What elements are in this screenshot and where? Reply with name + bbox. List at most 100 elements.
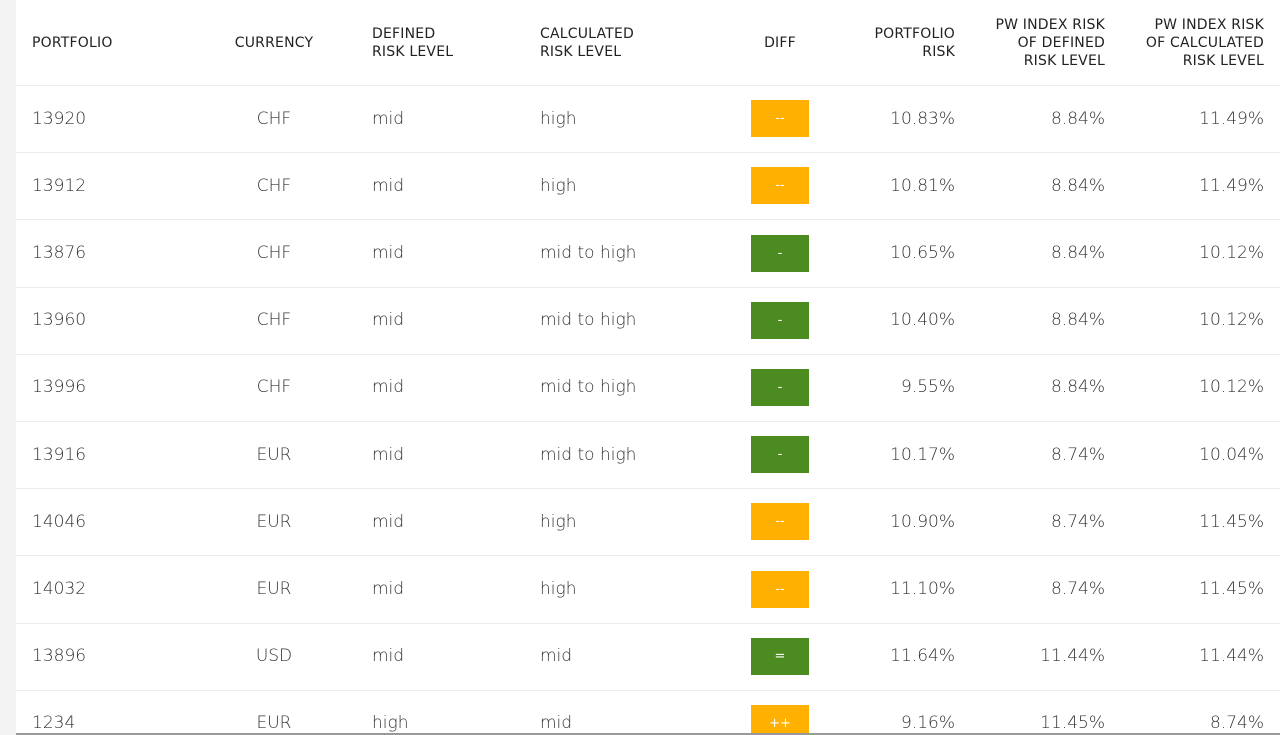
table-cell: 11.44% <box>1040 646 1105 667</box>
table-cell: EUR <box>256 511 292 532</box>
table-cell: 11.64% <box>890 646 955 667</box>
table-cell: 13996 <box>32 377 87 398</box>
table-cell: 13896 <box>32 646 87 667</box>
table-cell: 10.65% <box>890 243 955 263</box>
table-cell: 11.45% <box>1199 511 1264 532</box>
column-header: PORTFOLIO <box>874 26 955 42</box>
row-divider <box>16 555 1280 557</box>
row-divider <box>16 622 1280 624</box>
column-header: OF DEFINED <box>1017 35 1105 51</box>
table-cell: 13912 <box>32 175 87 196</box>
table-cell: 13920 <box>32 108 87 129</box>
table-cell: 11.49% <box>1199 175 1264 196</box>
table-cell: high <box>540 579 577 599</box>
column-header: CALCULATED <box>540 26 634 42</box>
column-header: RISK LEVEL <box>540 44 622 60</box>
table-cell: mid <box>540 646 573 667</box>
table-cell: 10.17% <box>890 444 955 465</box>
table-cell: CHF <box>256 108 292 129</box>
diff-badge: -- <box>751 503 809 541</box>
table-cell: 10.12% <box>1199 377 1264 398</box>
table-cell: 8.84% <box>1050 175 1105 196</box>
diff-badge: -- <box>751 570 809 608</box>
table-cell: 1234 <box>32 713 76 734</box>
table-cell: 8.84% <box>1050 243 1105 263</box>
table-cell: mid <box>372 579 405 599</box>
table-cell: 11.44% <box>1199 646 1264 667</box>
table-cell: 10.12% <box>1199 310 1264 331</box>
table-cell: 10.12% <box>1199 243 1264 263</box>
diff-badge: - <box>751 301 809 339</box>
row-divider <box>16 219 1280 221</box>
table-cell: 10.04% <box>1199 444 1264 465</box>
diff-badge: - <box>751 436 809 474</box>
table-cell: 14046 <box>32 511 87 532</box>
table-cell: 8.74% <box>1050 579 1105 599</box>
column-header: OF CALCULATED <box>1145 35 1264 51</box>
table-cell: mid <box>372 511 405 532</box>
table-cell: 13876 <box>32 243 87 263</box>
row-divider <box>16 488 1280 490</box>
table: PORTFOLIO CURRENCY DEFINED RISK LEVEL CALCUL… <box>16 0 1280 735</box>
table-cell: USD <box>255 646 293 667</box>
table-cell: CHF <box>256 377 292 398</box>
table-cell: 13916 <box>32 444 87 465</box>
table-cell: CHF <box>256 175 292 196</box>
table-cell: mid <box>372 243 405 263</box>
table-cell: mid <box>372 310 405 331</box>
table-cell: high <box>540 108 577 129</box>
diff-badge: - <box>751 368 809 406</box>
row-divider <box>16 286 1280 288</box>
column-header: CURRENCY <box>234 35 314 51</box>
table-cell: mid to high <box>540 377 637 398</box>
table-cell: 10.90% <box>890 511 955 532</box>
column-header: PORTFOLIO <box>32 35 113 51</box>
column-header: RISK LEVEL <box>1023 53 1105 69</box>
table-cell: 11.45% <box>1040 713 1105 734</box>
table-cell: EUR <box>256 444 292 465</box>
table-cell: 14032 <box>32 579 87 599</box>
column-header: PW INDEX RISK <box>1154 17 1264 33</box>
table-cell: mid <box>540 713 573 734</box>
table-cell: mid to high <box>540 444 637 465</box>
column-header: DEFINED <box>372 26 436 42</box>
table-cell: mid <box>372 646 405 667</box>
table-cell: 11.10% <box>890 579 955 599</box>
table-cell: mid <box>372 175 405 196</box>
table-cell: 8.84% <box>1050 310 1105 331</box>
table-cell: high <box>540 175 577 196</box>
table-cell: EUR <box>256 713 292 734</box>
table-cell: EUR <box>256 579 292 599</box>
column-header: PW INDEX RISK <box>995 17 1105 33</box>
table-cell: 11.45% <box>1199 579 1264 599</box>
row-divider <box>16 152 1280 154</box>
table-cell: mid to high <box>540 310 637 331</box>
table-cell: 9.16% <box>900 713 955 734</box>
table-cell: high <box>540 511 577 532</box>
row-divider <box>16 353 1280 355</box>
row-divider <box>16 689 1280 691</box>
table-cell: 10.83% <box>890 108 955 129</box>
table-cell: 11.49% <box>1199 108 1264 129</box>
table-cell: mid to high <box>540 243 637 263</box>
table-cell: CHF <box>256 310 292 331</box>
row-divider <box>16 421 1280 422</box>
diff-badge: = <box>751 637 809 675</box>
header-divider <box>16 85 1280 86</box>
table-cell: 8.84% <box>1050 108 1105 129</box>
table-cell: 8.74% <box>1050 444 1105 465</box>
table-cell: 13960 <box>32 310 87 331</box>
table-cell: 10.81% <box>890 175 955 196</box>
column-header: RISK LEVEL <box>372 44 454 60</box>
column-header: RISK <box>922 44 955 60</box>
table-cell: CHF <box>256 243 292 263</box>
table-cell: 8.84% <box>1050 377 1105 398</box>
table-cell: mid <box>372 377 405 398</box>
diff-badge: -- <box>751 167 809 205</box>
table-cell: 8.74% <box>1209 713 1264 734</box>
table-cell: mid <box>372 444 405 465</box>
diff-badge: -- <box>751 100 809 138</box>
column-header: DIFF <box>764 35 796 51</box>
table-cell: 8.74% <box>1050 511 1105 532</box>
